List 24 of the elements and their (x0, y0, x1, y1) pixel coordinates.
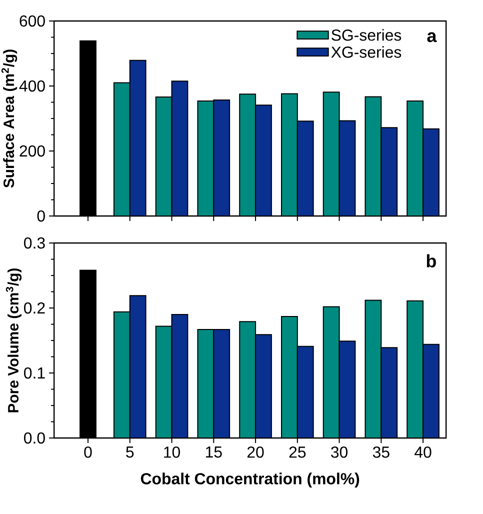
y-tick-label: 0 (37, 210, 45, 222)
legend-label: XG-series (331, 46, 402, 58)
y-tick-label: 600 (20, 15, 45, 27)
y-axis-title: Surface Area (m$^{2}$/g) (1, 50, 18, 188)
x-tick-label: 0 (84, 446, 92, 458)
x-tick-label: 10 (164, 446, 180, 458)
x-tick-label: 15 (206, 446, 222, 458)
annotation: b (426, 254, 436, 268)
x-axis-title: Cobalt Concentration (mol%) (140, 472, 360, 488)
x-tick-label: 5 (126, 446, 134, 458)
x-tick-label: 35 (372, 446, 390, 458)
y-tick-label: 0.1 (24, 367, 45, 379)
y-tick-label: 0.2 (24, 302, 45, 314)
y-tick-label: 0.3 (24, 237, 45, 249)
annotation: a (427, 32, 437, 42)
y-axis-title: Pore Volume (cm$^{3}$/g) (6, 268, 22, 412)
y-tick-label: 0.0 (24, 432, 45, 444)
x-tick-label: 20 (247, 446, 264, 458)
y-tick-label: 200 (20, 145, 45, 157)
legend-label: SG-series (332, 29, 402, 41)
y-tick-label: 400 (19, 80, 45, 92)
x-tick-label: 40 (414, 446, 432, 458)
x-tick-label: 30 (331, 446, 348, 458)
x-tick-label: 25 (289, 446, 306, 458)
